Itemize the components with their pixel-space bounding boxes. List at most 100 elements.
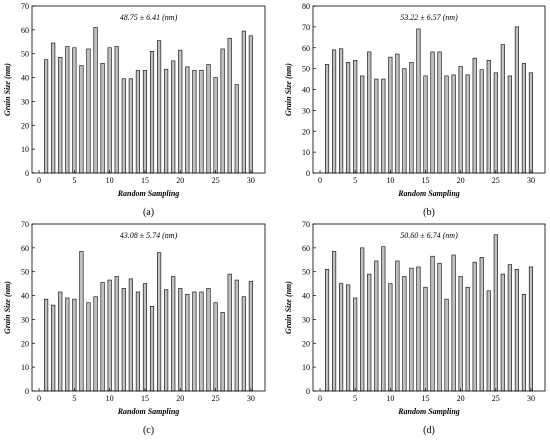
bar: [360, 247, 365, 392]
y-axis-title: Grain Size (nm): [3, 281, 12, 334]
bar: [423, 75, 428, 174]
bar: [395, 53, 400, 174]
bar: [486, 59, 491, 174]
x-axis-title: Random Sampling: [397, 407, 460, 416]
bar: [86, 48, 91, 174]
mean-annotation: 43.08 ± 5.74 (nm): [120, 231, 178, 240]
bar: [142, 70, 148, 174]
bar: [465, 286, 470, 392]
bar: [444, 75, 449, 174]
y-tick-label: 0: [25, 387, 29, 396]
bar: [444, 298, 449, 392]
bar: [339, 283, 344, 392]
x-tick-label: 5: [72, 394, 76, 403]
y-axis-title: Grain Size (nm): [284, 281, 293, 334]
bar: [388, 56, 393, 174]
y-tick-label: 20: [21, 339, 29, 348]
bar: [521, 63, 526, 174]
y-tick-label: 50: [302, 65, 310, 74]
bar: [72, 298, 77, 392]
bar: [324, 64, 330, 174]
x-tick-label: 5: [353, 394, 357, 403]
x-tick-label: 30: [527, 176, 535, 185]
y-tick-label: 60: [302, 244, 310, 253]
bar: [514, 269, 519, 392]
bar: [79, 251, 84, 392]
panel-a: 0 10 20 30 40 50 60 70 0 5 10 15 20 25 30 48.75 ± 6.41 …: [3, 2, 266, 218]
panel-label: (c): [143, 425, 154, 436]
bar: [465, 74, 470, 174]
bar: [479, 69, 484, 174]
x-tick-label: 0: [318, 394, 322, 403]
bar: [430, 255, 435, 392]
mean-annotation: 50.60 ± 6.74 (nm): [400, 231, 458, 240]
bar: [65, 46, 70, 174]
bar: [346, 62, 351, 174]
plot-frame: [31, 223, 266, 392]
y-tick-label: 60: [21, 26, 29, 35]
x-tick-label: 0: [37, 176, 41, 185]
bar: [51, 304, 56, 392]
x-tick-label: 25: [492, 176, 500, 185]
bar: [241, 30, 246, 174]
y-tick-label: 70: [21, 2, 29, 11]
y-tick-label: 40: [302, 292, 310, 301]
bar: [353, 59, 358, 174]
y-tick-label: 70: [302, 220, 310, 229]
bar: [402, 276, 407, 392]
x-tick-label: 15: [421, 176, 429, 185]
panel-d: 0 10 20 30 40 50 60 70 0 5 10 15 20 25 30 50.60 ± 6.74 …: [284, 220, 546, 436]
bar: [79, 65, 84, 174]
y-axis-title: Grain Size (nm): [3, 63, 12, 116]
bar: [395, 260, 400, 392]
bar: [72, 47, 77, 174]
bar: [220, 48, 225, 174]
x-tick-label: 25: [492, 394, 500, 403]
bar: [367, 51, 372, 174]
bar: [409, 62, 414, 174]
bar: [86, 302, 91, 392]
y-tick-label: 30: [21, 97, 29, 106]
bar: [486, 290, 491, 392]
bar: [114, 276, 119, 392]
x-tick-label: 0: [37, 394, 41, 403]
mean-annotation: 53.22 ± 6.57 (nm): [400, 13, 458, 22]
x-tick-label: 20: [176, 176, 184, 185]
bar: [528, 72, 533, 174]
bar: [135, 70, 140, 174]
bar: [409, 267, 414, 392]
bar: [128, 278, 133, 392]
bar: [248, 280, 253, 392]
bar: [437, 51, 442, 174]
bar: [227, 37, 232, 174]
bar: [381, 246, 386, 392]
bar: [135, 291, 140, 392]
bar: [44, 298, 49, 392]
x-tick-label: 10: [386, 176, 394, 185]
y-tick-label: 30: [302, 106, 310, 115]
x-tick-label: 15: [421, 394, 429, 403]
bar: [367, 273, 372, 392]
y-tick-label: 40: [302, 86, 310, 95]
bar: [107, 279, 112, 392]
bar: [157, 40, 162, 174]
x-tick-label: 30: [247, 394, 255, 403]
bar: [514, 26, 519, 174]
bar: [199, 70, 204, 174]
y-tick-label: 50: [21, 50, 29, 59]
x-tick-label: 30: [527, 394, 535, 403]
x-tick-label: 10: [106, 176, 114, 185]
bar: [93, 296, 98, 392]
bar: [346, 284, 351, 392]
y-tick-label: 10: [302, 363, 310, 372]
x-axis-title: Random Sampling: [397, 189, 460, 198]
bar: [121, 288, 126, 392]
bar: [234, 279, 239, 392]
bar: [472, 57, 477, 174]
y-tick-label: 0: [25, 169, 29, 178]
bar: [248, 35, 253, 174]
y-tick-label: 20: [302, 127, 310, 136]
bar: [171, 60, 176, 174]
bar: [416, 28, 421, 174]
